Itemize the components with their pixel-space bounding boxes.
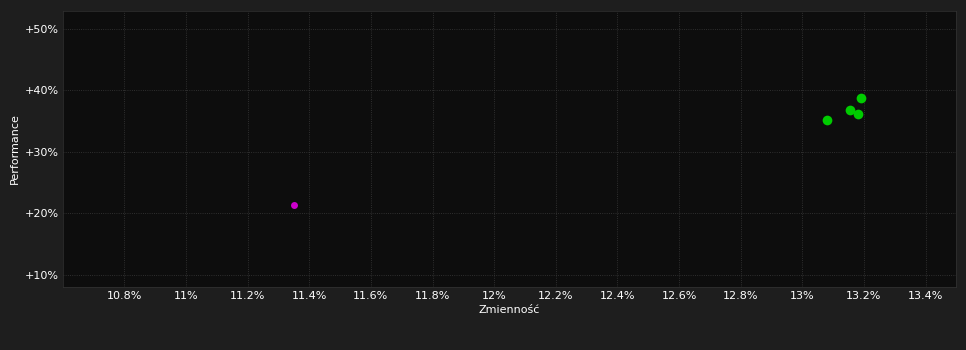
- Point: [850, 112, 866, 117]
- Point: [286, 203, 301, 208]
- Point: [819, 117, 835, 122]
- Y-axis label: Performance: Performance: [11, 113, 20, 184]
- Point: [853, 96, 868, 101]
- X-axis label: Zmienność: Zmienność: [479, 305, 540, 315]
- Point: [842, 107, 858, 113]
